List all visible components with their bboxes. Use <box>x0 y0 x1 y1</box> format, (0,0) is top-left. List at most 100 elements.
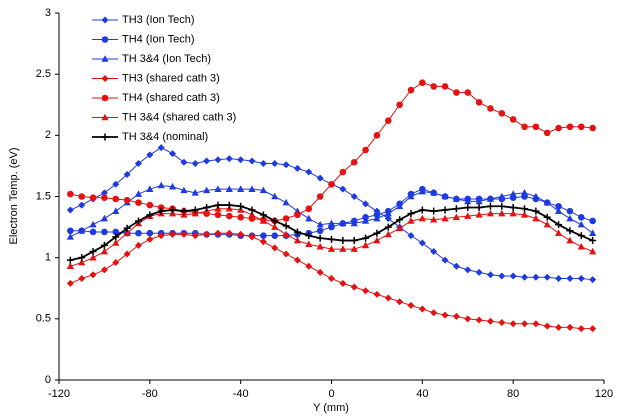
point <box>430 189 438 196</box>
series <box>66 229 597 333</box>
point <box>134 241 142 249</box>
point <box>282 230 290 238</box>
point <box>282 250 290 258</box>
point <box>498 272 506 280</box>
point <box>350 193 358 200</box>
point <box>327 219 336 227</box>
point <box>112 180 120 188</box>
point <box>305 232 313 240</box>
point <box>509 320 517 328</box>
point <box>464 89 472 96</box>
point <box>396 298 404 306</box>
point <box>555 202 562 210</box>
point <box>350 237 358 245</box>
point <box>66 262 74 270</box>
point <box>316 193 324 200</box>
legend-label: TH 3&4 (Ion Tech) <box>122 53 211 65</box>
point <box>157 181 165 189</box>
point <box>441 214 449 222</box>
point <box>430 207 438 215</box>
point <box>100 189 108 197</box>
series <box>66 201 597 264</box>
x-tick-label: -120 <box>48 388 70 400</box>
y-axis-title: Electron Temp. (eV) <box>8 147 20 244</box>
point <box>464 212 472 219</box>
point <box>384 209 392 217</box>
point <box>577 123 585 131</box>
point <box>248 233 256 241</box>
point <box>509 190 517 197</box>
point <box>396 101 403 109</box>
point <box>339 245 347 252</box>
x-tick-label: -40 <box>233 388 249 400</box>
point <box>555 323 563 331</box>
point <box>509 204 517 212</box>
point <box>123 224 131 232</box>
point <box>589 247 597 255</box>
point <box>89 271 97 279</box>
point <box>101 113 109 121</box>
point <box>464 315 472 323</box>
point <box>362 146 369 154</box>
point <box>543 322 551 330</box>
point <box>282 222 290 230</box>
point <box>293 228 301 236</box>
point <box>543 273 551 281</box>
point <box>157 204 165 211</box>
point <box>339 219 347 227</box>
point <box>327 245 336 252</box>
point <box>191 232 199 240</box>
legend-label: TH 3&4 (nominal) <box>122 131 208 143</box>
point <box>419 79 426 87</box>
point <box>146 229 154 237</box>
point <box>328 180 335 188</box>
y-tick-label: 2 <box>45 129 51 141</box>
point <box>521 205 529 213</box>
point <box>146 211 154 219</box>
point <box>577 274 585 282</box>
point <box>271 232 279 239</box>
point <box>146 151 154 159</box>
point <box>248 206 256 214</box>
y-tick-label: 0 <box>45 374 51 386</box>
point <box>169 206 177 214</box>
point <box>509 272 517 280</box>
point <box>464 266 472 274</box>
point <box>475 99 483 106</box>
point <box>101 16 109 24</box>
point <box>430 309 438 317</box>
point <box>441 206 449 214</box>
point <box>339 168 347 176</box>
point <box>169 150 177 158</box>
point <box>271 159 279 167</box>
point <box>475 316 483 324</box>
point <box>407 217 415 224</box>
point <box>430 215 438 223</box>
point <box>361 217 370 224</box>
point <box>577 232 585 240</box>
point <box>543 220 551 228</box>
point <box>237 202 245 210</box>
y-tick-label: 1.5 <box>36 190 51 202</box>
point <box>384 215 392 223</box>
point <box>89 220 97 228</box>
point <box>373 214 381 222</box>
point <box>373 132 381 139</box>
point <box>566 214 574 222</box>
point <box>350 283 358 291</box>
point <box>554 207 563 214</box>
point <box>305 168 313 176</box>
point <box>566 274 574 282</box>
point <box>282 161 290 169</box>
x-tick-label: 120 <box>595 388 613 400</box>
point <box>407 192 415 200</box>
x-tick-label: 80 <box>507 388 519 400</box>
point <box>498 319 506 327</box>
point <box>589 229 597 236</box>
point <box>112 259 120 267</box>
y-tick-label: 1 <box>45 252 51 264</box>
point <box>78 258 86 266</box>
point <box>135 199 142 206</box>
point <box>214 211 222 219</box>
point <box>78 226 86 234</box>
